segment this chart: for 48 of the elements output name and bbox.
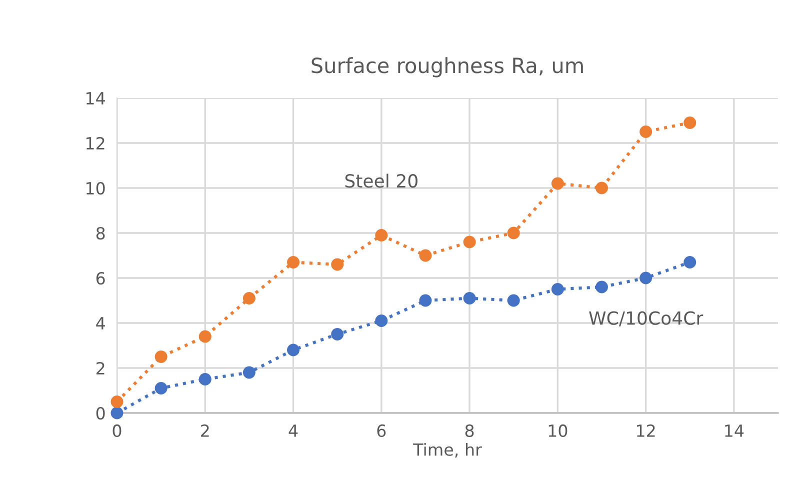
y-tick-label: 14 xyxy=(86,92,105,104)
point xyxy=(463,236,476,248)
y-tick-label: 4 xyxy=(96,317,105,330)
point xyxy=(287,256,300,268)
x-tick-label: 8 xyxy=(465,424,474,438)
x-tick-label: 4 xyxy=(288,424,298,437)
point xyxy=(242,292,256,304)
text: Steel 20 xyxy=(345,174,418,188)
point xyxy=(684,116,696,129)
point xyxy=(375,229,388,242)
point xyxy=(507,294,520,307)
y-tick-label: 8 xyxy=(96,226,105,240)
point xyxy=(463,292,476,304)
point xyxy=(551,177,564,190)
point xyxy=(640,126,652,138)
x-tick-label: 12 xyxy=(637,424,655,437)
point xyxy=(110,396,124,408)
point xyxy=(154,350,168,363)
x-tick-label: 2 xyxy=(201,424,209,437)
point xyxy=(419,249,432,262)
x-axis-title: Time, hr xyxy=(413,443,482,458)
x-tick-label: 6 xyxy=(377,424,386,438)
point xyxy=(287,344,300,356)
point xyxy=(331,258,344,271)
point xyxy=(154,382,168,394)
chart-title: Surface roughness Ra, um xyxy=(312,57,583,78)
point xyxy=(640,272,652,284)
series-label: WC/10Co4Cr xyxy=(589,311,704,326)
point xyxy=(684,256,696,268)
point xyxy=(595,280,608,294)
point xyxy=(419,294,432,307)
y-tick-label: 10 xyxy=(86,182,105,195)
point xyxy=(375,314,388,327)
x-tick-label: 14 xyxy=(725,424,744,437)
y-tick-label: 12 xyxy=(86,136,104,150)
point xyxy=(110,406,124,420)
x-tick-label: 10 xyxy=(548,424,568,438)
x-tick-label: 0 xyxy=(112,424,122,438)
point xyxy=(595,182,608,194)
y-tick-label: 2 xyxy=(96,362,104,374)
y-tick-label: 6 xyxy=(96,272,105,285)
point xyxy=(198,373,212,386)
point xyxy=(242,366,256,379)
point xyxy=(331,328,344,340)
y-tick-label: 0 xyxy=(96,406,105,420)
point xyxy=(551,283,564,296)
point xyxy=(507,226,520,240)
point xyxy=(198,330,212,343)
